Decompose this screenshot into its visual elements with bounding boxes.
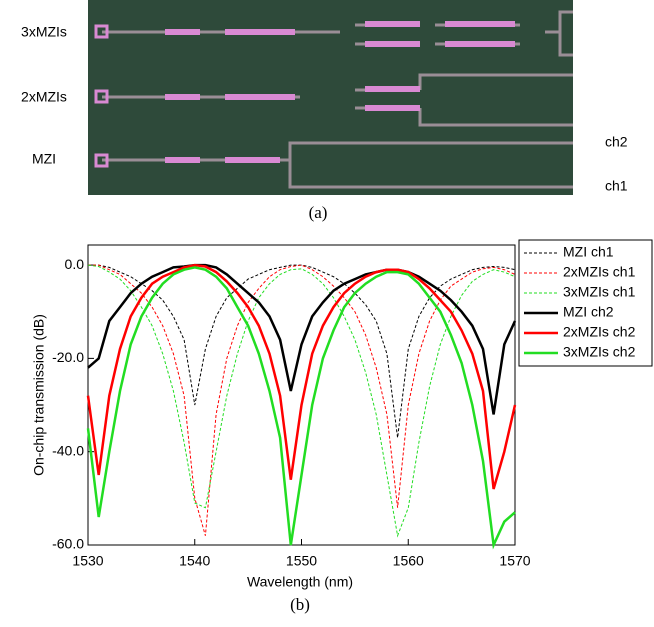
series-line xyxy=(87,264,516,538)
panel-caption: (a) xyxy=(309,203,328,222)
series-line xyxy=(86,266,516,550)
series-line xyxy=(87,263,517,415)
x-tick-label: 1570 xyxy=(499,553,530,569)
device-label: 2xMZIs xyxy=(21,89,67,105)
microscope-photo xyxy=(88,0,573,195)
x-tick-label: 1530 xyxy=(72,553,103,569)
y-axis-label: On-chip transmission (dB) xyxy=(31,314,47,476)
device-label: MZI xyxy=(32,151,56,167)
pads xyxy=(94,24,109,168)
series-line xyxy=(86,263,517,490)
legend-label: 2xMZIs ch1 xyxy=(563,264,636,280)
x-tick-label: 1550 xyxy=(286,553,317,569)
legend-label: 2xMZIs ch2 xyxy=(563,324,636,340)
x-tick-label: 1560 xyxy=(393,553,424,569)
x-axis-label: Wavelength (nm) xyxy=(247,574,353,590)
plot-frame xyxy=(87,244,516,546)
panel-caption: (b) xyxy=(290,595,310,614)
device-label: 3xMZIs xyxy=(21,24,67,40)
heaters xyxy=(165,21,515,163)
legend-label: 3xMZIs ch1 xyxy=(563,284,636,300)
output-label: ch2 xyxy=(605,134,628,150)
y-tick-label: -60.0 xyxy=(52,536,84,552)
series-line xyxy=(88,264,516,438)
y-tick-label: 0.0 xyxy=(65,256,85,272)
y-tick-label: -20.0 xyxy=(52,349,84,365)
x-tick-label: 1540 xyxy=(179,553,210,569)
output-label: ch1 xyxy=(605,178,628,194)
legend-box xyxy=(518,239,653,367)
legend-label: MZI ch1 xyxy=(563,244,614,260)
legend-label: MZI ch2 xyxy=(563,304,614,320)
y-tick-label: -40.0 xyxy=(52,442,84,458)
legend-label: 3xMZIs ch2 xyxy=(563,344,636,360)
